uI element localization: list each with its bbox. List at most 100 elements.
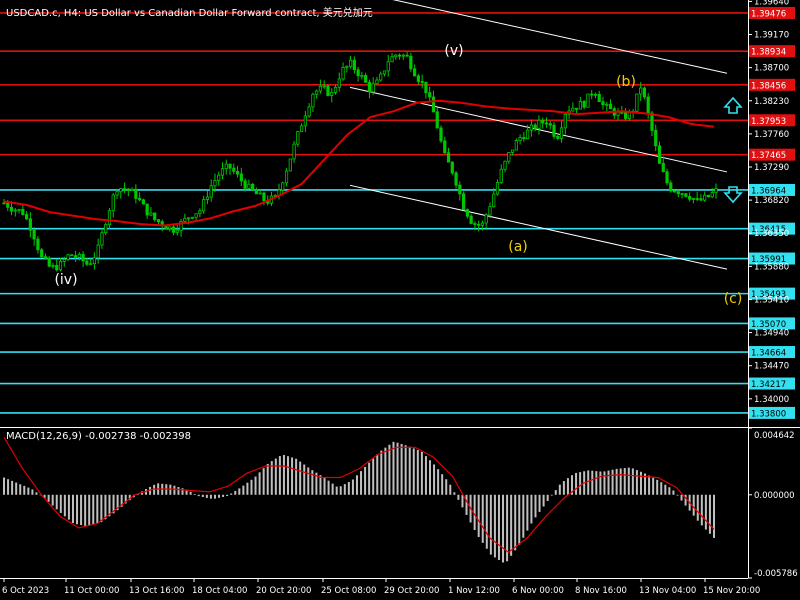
macd-histogram-bar	[404, 445, 407, 495]
candle-body	[179, 220, 183, 231]
candle-body	[699, 198, 703, 201]
candle-body	[213, 180, 217, 187]
time-tick-label: 25 Oct 08:00	[321, 586, 376, 596]
macd-histogram-bar	[124, 494, 127, 504]
chart-title: USDCAD.c, H4: US Dollar vs Canadian Doll…	[6, 8, 373, 19]
macd-histogram-bar	[238, 488, 241, 495]
candle-body	[379, 73, 383, 81]
wave-label: (b)	[616, 74, 636, 90]
macd-histogram-bar	[104, 494, 107, 520]
candle-body	[115, 191, 119, 196]
macd-histogram-bar	[660, 482, 663, 495]
macd-histogram-bar	[63, 494, 66, 517]
candle-body	[330, 92, 334, 96]
candle-body	[202, 199, 206, 212]
candle-body	[688, 196, 692, 200]
candle-body	[537, 119, 541, 129]
macd-histogram-bar	[522, 494, 525, 538]
macd-histogram-bar	[453, 492, 456, 495]
macd-histogram-bar	[700, 494, 703, 526]
macd-histogram-bar	[372, 458, 375, 495]
macd-histogram-bar	[502, 494, 505, 563]
candle-body	[450, 161, 454, 174]
candle-body	[190, 216, 194, 219]
candle-body	[134, 188, 138, 199]
macd-histogram-bar	[542, 494, 545, 507]
candle-body	[405, 54, 409, 57]
macd-histogram-bar	[250, 479, 253, 495]
candle-body	[676, 191, 680, 195]
macd-histogram-bar	[400, 443, 403, 495]
resistance-level-tag	[749, 78, 795, 91]
macd-histogram-bar	[116, 494, 119, 511]
candle-body	[247, 183, 251, 189]
time-tick-label: 13 Oct 16:00	[129, 586, 184, 596]
candle-body	[292, 143, 296, 160]
candle-body	[703, 194, 707, 201]
support-level-label: 1.35991	[751, 255, 786, 265]
macd-histogram-bar	[169, 484, 172, 495]
macd-histogram-bar	[680, 494, 683, 501]
price-tick-label: 1.35410	[754, 295, 789, 305]
macd-histogram-bar	[303, 464, 306, 495]
macd-histogram-bar	[76, 494, 79, 525]
resistance-level-tag	[749, 6, 795, 19]
macd-histogram-bar	[481, 494, 484, 543]
candle-body	[40, 249, 44, 258]
candle-body	[43, 256, 48, 259]
macd-histogram-bar	[603, 471, 606, 495]
macd-histogram-bar	[538, 494, 541, 512]
candle-body	[695, 198, 699, 200]
candle-body	[397, 54, 402, 57]
candle-body	[556, 136, 560, 139]
candle-body	[529, 124, 534, 131]
candle-body	[168, 226, 172, 230]
macd-histogram-bar	[205, 494, 208, 498]
macd-histogram-bar	[412, 448, 415, 495]
candle-body	[420, 81, 424, 83]
support-level-label: 1.34217	[751, 380, 786, 390]
support-level-label: 1.36415	[751, 225, 786, 235]
macd-histogram-bar	[631, 468, 634, 495]
candle-body	[171, 226, 176, 233]
candle-body	[296, 131, 300, 145]
candle-body	[58, 260, 63, 271]
macd-histogram-bar	[234, 490, 237, 495]
candle-body	[217, 174, 221, 181]
macd-histogram-bar	[59, 494, 62, 513]
support-level-label: 1.33800	[751, 409, 786, 419]
candle-body	[28, 218, 32, 231]
macd-histogram-bar	[120, 494, 123, 507]
time-tick-label: 18 Oct 04:00	[192, 586, 247, 596]
macd-histogram-bar	[51, 494, 54, 506]
candle-body	[495, 182, 500, 195]
macd-histogram-bar	[441, 474, 444, 495]
macd-histogram-bar	[420, 451, 423, 495]
candle-body	[122, 188, 127, 190]
macd-histogram-bar	[607, 470, 610, 495]
candle-body	[251, 183, 255, 191]
candle-body	[175, 229, 179, 233]
macd-histogram-bar	[39, 494, 42, 496]
macd-histogram-bar	[173, 485, 176, 495]
macd-histogram-bar	[282, 454, 285, 495]
macd-histogram-bar	[153, 484, 156, 495]
candle-body	[559, 127, 564, 139]
time-tick-label: 20 Oct 20:00	[256, 586, 311, 596]
macd-histogram-bar	[246, 482, 249, 495]
support-level-label: 1.35493	[751, 290, 786, 300]
price-tick-label: 1.39640	[754, 0, 789, 7]
macd-histogram-bar	[384, 447, 387, 495]
support-level-tag	[749, 406, 795, 419]
macd-histogram-bar	[424, 456, 427, 495]
macd-histogram-bar	[437, 469, 440, 495]
support-level-label: 1.35070	[751, 320, 786, 330]
macd-histogram-bar	[7, 479, 10, 495]
price-tick-label: 1.34940	[754, 329, 789, 339]
candle-body	[650, 112, 654, 131]
candle-body	[111, 194, 115, 212]
macd-tick-label: -0.005786	[754, 569, 798, 579]
candle-body	[224, 163, 228, 170]
macd-histogram-bar	[510, 494, 513, 556]
